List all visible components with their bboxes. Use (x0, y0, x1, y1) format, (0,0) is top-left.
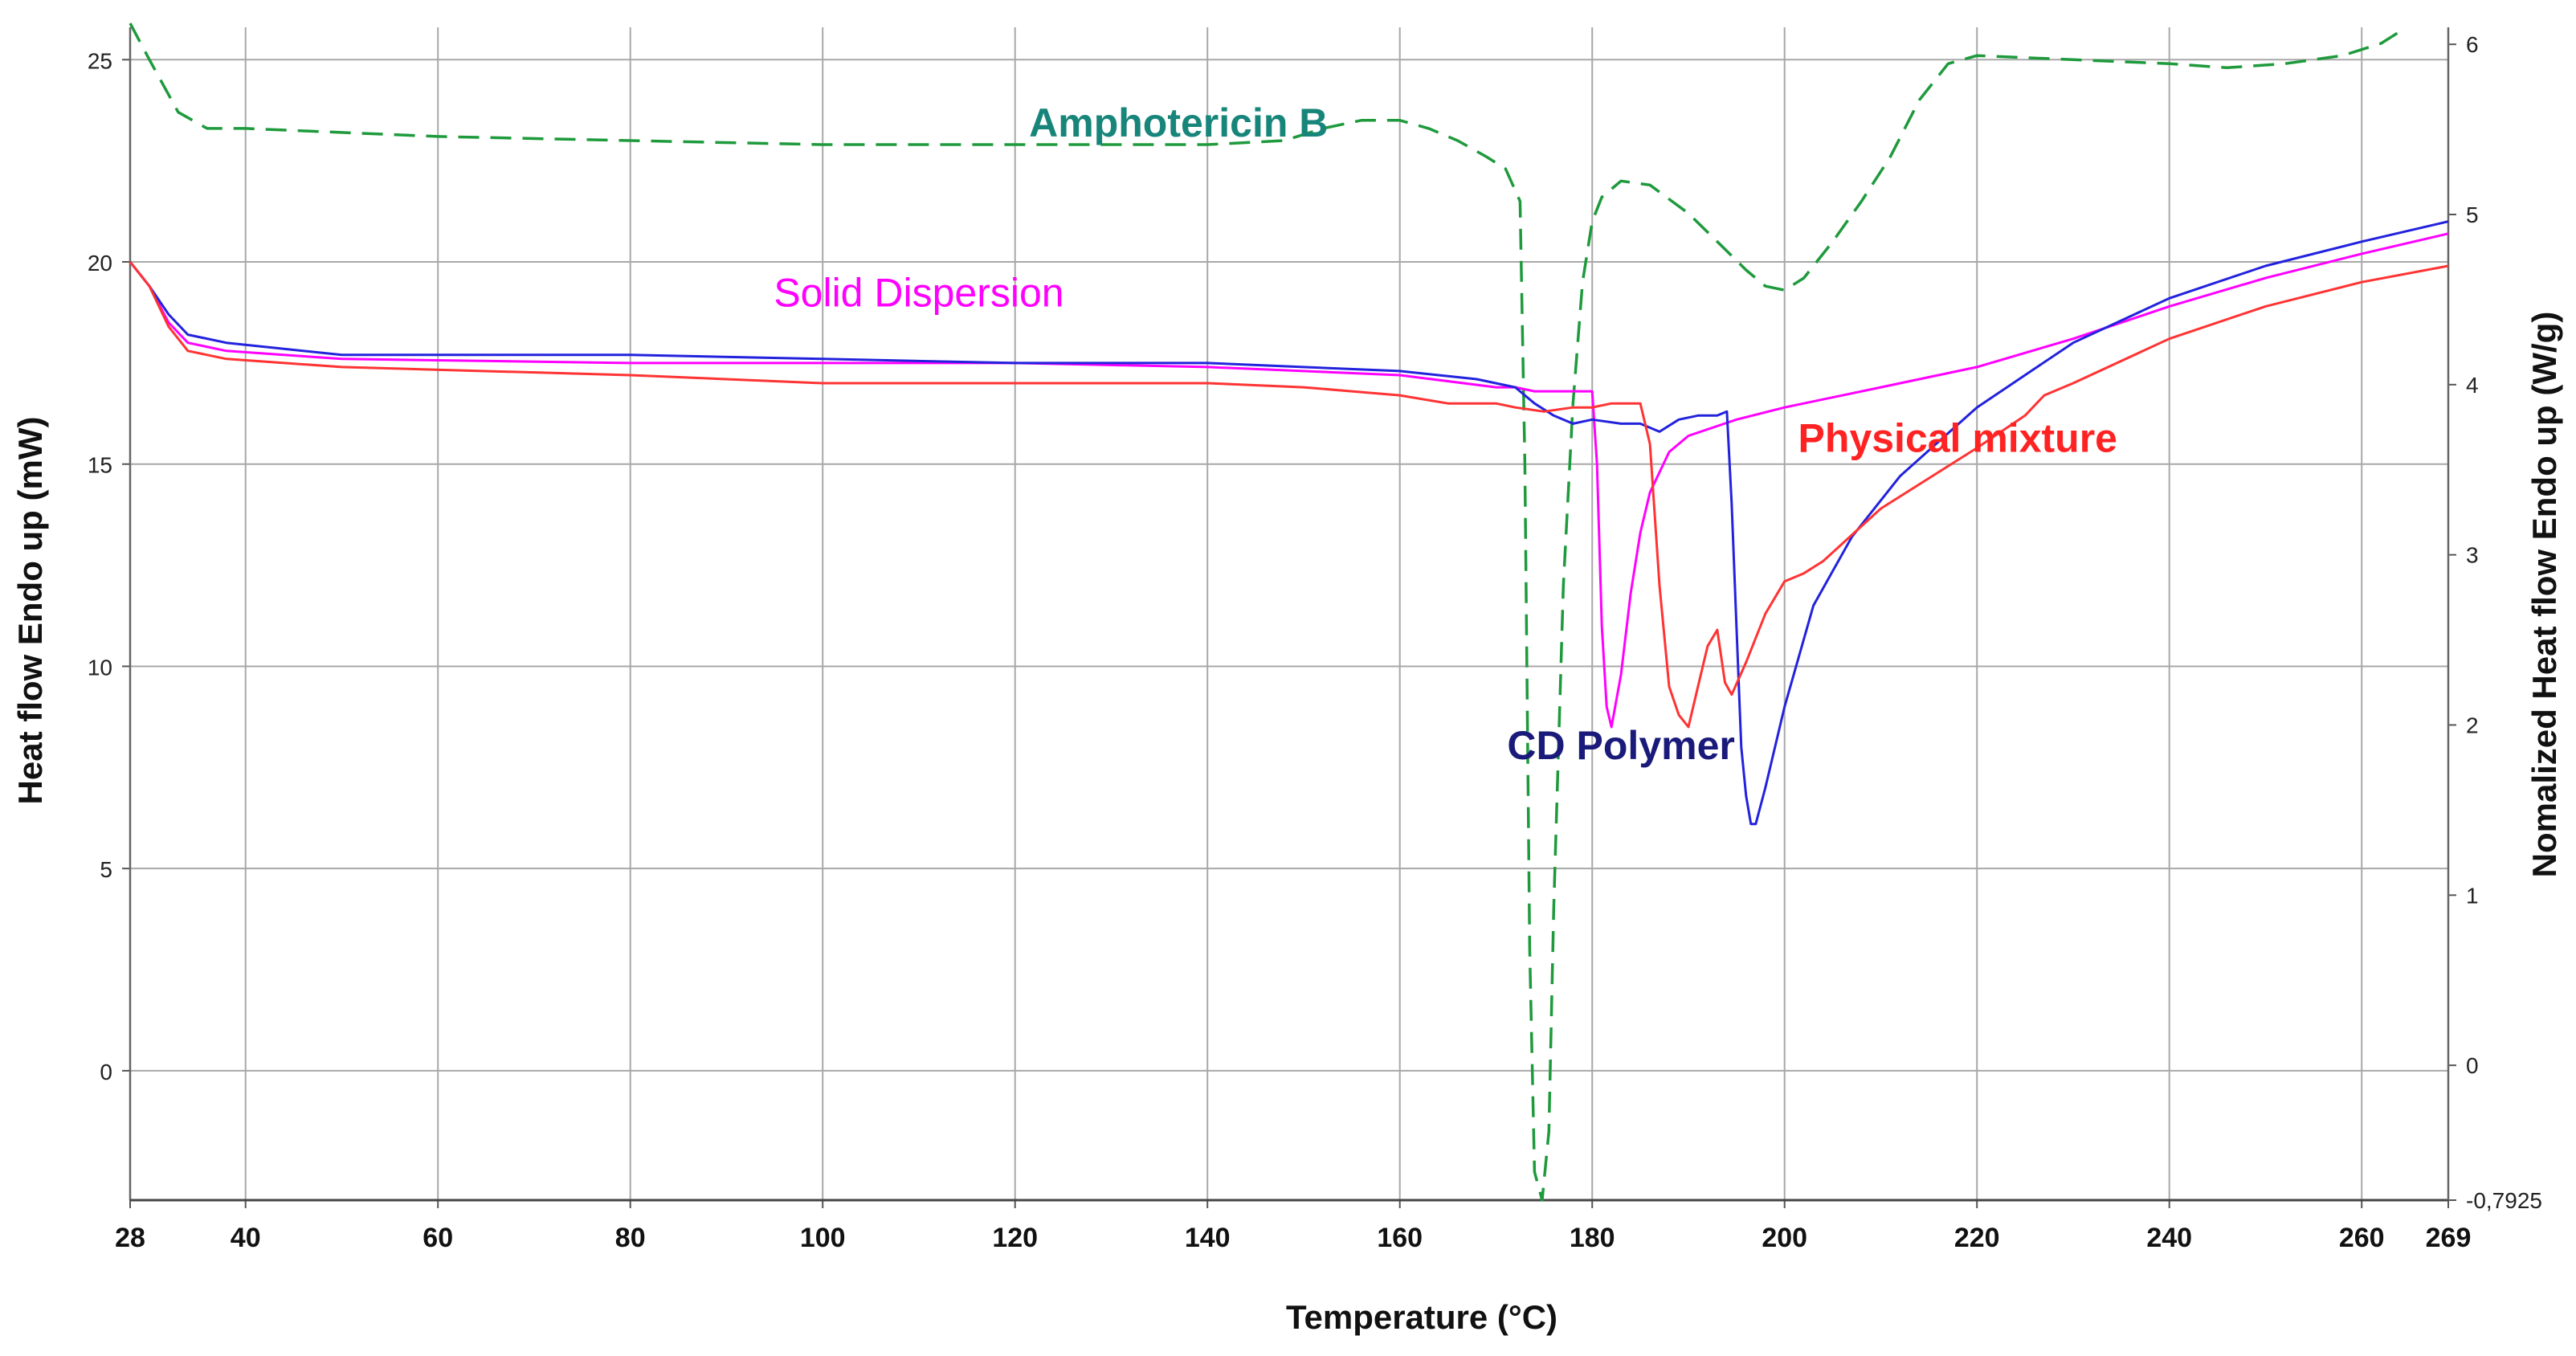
series-label-cd-polymer: CD Polymer (1507, 723, 1734, 768)
series-lines (129, 22, 2449, 1202)
x-tick-label: 80 (615, 1223, 646, 1253)
x-tick-label: 120 (992, 1223, 1038, 1253)
x-tick-label: 269 (2426, 1223, 2472, 1253)
x-axis-title: Temperature (°C) (1286, 1298, 1557, 1336)
y-tick-label: 25 (88, 48, 112, 73)
y2-tick-label: 5 (2466, 202, 2479, 227)
y-axis-title: Heat flow Endo up (mW) (11, 417, 49, 805)
series-line-amphotericin-b (129, 22, 2402, 1202)
x-tick-label: 260 (2339, 1223, 2385, 1253)
y-tick-label: 5 (100, 857, 112, 882)
y2-tick-label: 4 (2466, 373, 2479, 398)
x-tick-label: 140 (1185, 1223, 1231, 1253)
y-tick-label: 10 (88, 655, 112, 680)
x-tick-label: 240 (2146, 1223, 2192, 1253)
x-tick-label: 28 (115, 1223, 145, 1253)
series-label-solid-dispersion: Solid Dispersion (774, 270, 1063, 315)
y2-tick-label: 0 (2466, 1053, 2479, 1078)
y2-tick-label: 1 (2466, 883, 2479, 908)
series-line-solid-dispersion (129, 232, 2449, 729)
y2-axis-title: Nomalized Heat flow Endo up (W/g) (2525, 312, 2563, 878)
series-label-physical-mixture: Physical mixture (1798, 416, 2117, 461)
axes: 28 40 60 80 100 120 140 160 180 200 220 240 260 26905… (88, 27, 2542, 1253)
y2-tick-label: -0,7925 (2466, 1188, 2542, 1213)
series-label-amphotericin-b: Amphotericin B (1029, 100, 1328, 145)
x-tick-label: 60 (423, 1223, 453, 1253)
x-tick-label: 180 (1570, 1223, 1615, 1253)
y-tick-label: 15 (88, 453, 112, 478)
y-tick-label: 20 (88, 251, 112, 276)
series-labels: Amphotericin B Solid Dispersion CD Polymer… (774, 100, 2117, 768)
x-tick-label: 100 (800, 1223, 846, 1253)
x-tick-label: 200 (1762, 1223, 1807, 1253)
series-line-cd-polymer (129, 220, 2449, 826)
x-tick-label: 40 (231, 1223, 261, 1253)
y2-tick-label: 2 (2466, 713, 2479, 737)
y2-tick-label: 6 (2466, 32, 2479, 57)
x-tick-label: 220 (1954, 1223, 2000, 1253)
series-line-physical-mixture (129, 261, 2449, 729)
x-tick-label: 160 (1377, 1223, 1423, 1253)
y2-tick-label: 3 (2466, 543, 2479, 568)
y-tick-label: 0 (100, 1060, 112, 1084)
